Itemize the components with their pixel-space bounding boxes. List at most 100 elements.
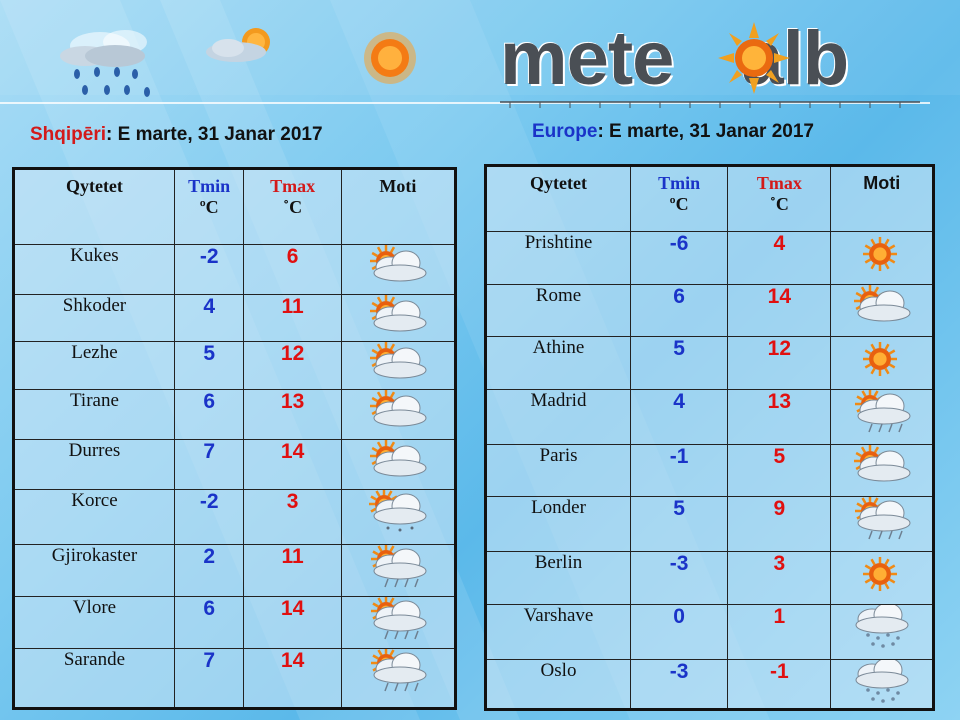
cloud-snow-icon	[830, 604, 934, 660]
header-tmin: Tmin ºC	[629, 165, 729, 232]
sun-cloud-rain-icon	[340, 544, 457, 597]
sun-cloud-icon	[340, 439, 457, 490]
sun-cloud-rain-icon	[340, 596, 457, 649]
tmin-value: 5	[629, 336, 729, 390]
table-row: Korce -2 3	[13, 489, 457, 545]
albania-weather-table: Qytetet Tmin ºC Tmax ˚C Moti Kukes -2 6 Shkod…	[12, 167, 457, 710]
city-name: Athine	[485, 336, 631, 390]
sun-cloud-icon	[206, 28, 270, 62]
tmax-value: 12	[727, 336, 832, 390]
city-name: Paris	[485, 444, 631, 497]
city-name: Kukes	[13, 244, 175, 295]
logo-ruler	[500, 101, 920, 108]
table-row: Durres 7 14	[13, 439, 457, 490]
city-name: Gjirokaster	[13, 544, 175, 597]
sun-cloud-rain-icon	[340, 648, 457, 709]
tmin-value: 7	[173, 439, 245, 490]
city-name: Madrid	[485, 389, 631, 445]
tmin-value: 6	[629, 284, 729, 337]
table-row: Tirane 6 13	[13, 389, 457, 440]
sun-cloud-snow-icon	[340, 489, 457, 545]
table-row: Madrid 4 13	[485, 389, 934, 445]
tmax-value: 3	[243, 489, 342, 545]
table-row: Londer 5 9	[485, 496, 934, 552]
table-row: Athine 5 12	[485, 336, 934, 390]
tmin-value: -3	[629, 551, 729, 605]
tmax-value: 4	[727, 231, 832, 285]
city-name: Shkoder	[13, 294, 175, 342]
europe-weather-table: Qytetet Tmin ºC Tmax ˚C Moti Prishtine -6 4 R…	[484, 164, 935, 711]
europe-heading: Europe: E marte, 31 Janar 2017	[532, 121, 814, 143]
table-row: Lezhe 5 12	[13, 341, 457, 390]
table-row: Paris -1 5	[485, 444, 934, 497]
city-name: Lezhe	[13, 341, 175, 390]
sun-cloud-icon	[340, 244, 457, 295]
header-weather: Moti	[830, 165, 934, 232]
table-row: Shkoder 4 11	[13, 294, 457, 342]
table-row: Prishtine -6 4	[485, 231, 934, 285]
tmax-value: 14	[243, 596, 342, 649]
tmax-value: 5	[727, 444, 832, 497]
city-name: Berlin	[485, 551, 631, 605]
tmin-value: 6	[173, 596, 245, 649]
sun-icon	[830, 551, 934, 605]
table-header-row: Qytetet Tmin ºC Tmax ˚C Moti	[13, 168, 457, 245]
tmin-value: 2	[173, 544, 245, 597]
sun-cloud-rain-icon	[830, 496, 934, 552]
city-name: Oslo	[485, 659, 631, 710]
city-name: Sarande	[13, 648, 175, 709]
tmin-value: 4	[629, 389, 729, 445]
table-row: Rome 6 14	[485, 284, 934, 337]
table-row: Berlin -3 3	[485, 551, 934, 605]
logo-text: mete alb	[500, 18, 849, 100]
logo-sun-icon	[718, 22, 790, 94]
albania-date: : E marte, 31 Janar 2017	[106, 124, 323, 145]
tmax-value: 14	[727, 284, 832, 337]
tmax-value: 9	[727, 496, 832, 552]
cloud-snow-icon	[830, 659, 934, 710]
tmin-value: 5	[629, 496, 729, 552]
tmax-value: 6	[243, 244, 342, 295]
table-row: Oslo -3 -1	[485, 659, 934, 710]
tmin-value: -6	[629, 231, 729, 285]
table-row: Sarande 7 14	[13, 648, 457, 709]
sun-cloud-rain-icon	[830, 389, 934, 445]
city-name: Korce	[13, 489, 175, 545]
header-weather: Moti	[340, 168, 457, 245]
city-name: Durres	[13, 439, 175, 490]
tmin-value: 6	[173, 389, 245, 440]
sun-cloud-icon	[340, 341, 457, 390]
tmax-value: 13	[727, 389, 832, 445]
meteoalb-logo: mete alb	[500, 18, 920, 108]
header-city: Qytetet	[13, 168, 175, 245]
albania-heading: Shqipēri: E marte, 31 Janar 2017	[30, 124, 323, 146]
tmax-value: 14	[243, 648, 342, 709]
tmax-value: 14	[243, 439, 342, 490]
header-tmin: Tmin ºC	[173, 168, 245, 245]
sun-icon	[830, 336, 934, 390]
sun-cloud-icon	[340, 294, 457, 342]
europe-region: Europe	[532, 121, 598, 142]
table-row: Gjirokaster 2 11	[13, 544, 457, 597]
tmax-value: -1	[727, 659, 832, 710]
tmin-value: 5	[173, 341, 245, 390]
table-row: Vlore 6 14	[13, 596, 457, 649]
tmax-value: 13	[243, 389, 342, 440]
tmax-value: 3	[727, 551, 832, 605]
albania-region: Shqipēri	[30, 124, 107, 145]
tmax-value: 12	[243, 341, 342, 390]
sun-icon	[364, 32, 416, 84]
header-tmax: Tmax ˚C	[727, 165, 832, 232]
tmin-value: 4	[173, 294, 245, 342]
tmin-value: -2	[173, 244, 245, 295]
city-name: Prishtine	[485, 231, 631, 285]
tmin-value: -2	[173, 489, 245, 545]
header-tmax: Tmax ˚C	[243, 168, 342, 245]
sun-cloud-icon	[340, 389, 457, 440]
europe-date: : E marte, 31 Janar 2017	[597, 121, 814, 142]
tmax-value: 1	[727, 604, 832, 660]
tmin-value: -3	[629, 659, 729, 710]
tmin-value: -1	[629, 444, 729, 497]
sun-cloud-icon	[830, 284, 934, 337]
city-name: Rome	[485, 284, 631, 337]
